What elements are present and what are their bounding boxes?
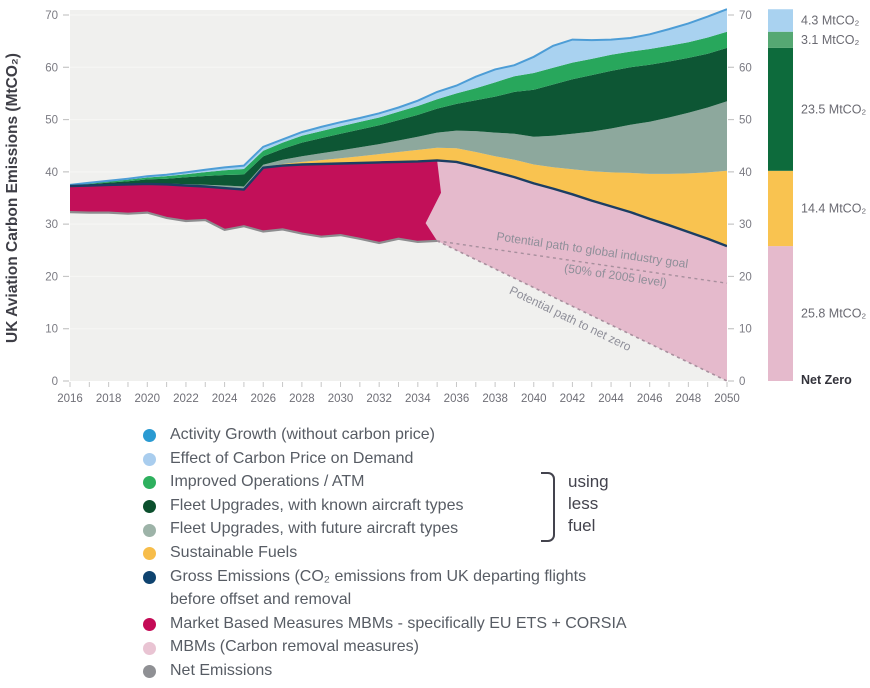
using-less-fuel-label: using less fuel xyxy=(568,471,609,537)
x-axis-year-label: 2024 xyxy=(212,393,238,405)
x-axis-year-label: 2040 xyxy=(521,393,547,405)
area-mbm-carbon-removal xyxy=(425,160,727,381)
summary-bar-segment-label: 23.5 MtCO₂ xyxy=(801,102,866,116)
summary-bar-segment xyxy=(768,47,793,171)
net-emissions-line xyxy=(70,211,438,245)
legend-dot-icon xyxy=(143,547,156,561)
legend: Activity Growth (without carbon price) Ef… xyxy=(143,423,627,683)
summary-bar-segment xyxy=(768,246,793,381)
summary-bar-segment-label: 25.8 MtCO₂ xyxy=(801,307,866,321)
area-fleet-upgrades-future xyxy=(70,101,727,190)
area-improved-operations xyxy=(70,31,727,186)
area-fleet-upgrades-known xyxy=(70,47,727,187)
summary-bar-segment-label: 3.1 MtCO₂ xyxy=(801,33,859,47)
x-axis-year-label: 2032 xyxy=(366,393,392,405)
x-axis-year-label: 2036 xyxy=(444,393,470,405)
legend-item-label: MBMs (Carbon removal measures) xyxy=(170,638,419,656)
area-carbon-price-effect xyxy=(70,9,727,186)
summary-bar-segment xyxy=(768,170,793,247)
x-axis-year-label: 2046 xyxy=(637,393,663,405)
legend-item-label: Improved Operations / ATM xyxy=(170,473,365,491)
y-axis-tick-label-right: 40 xyxy=(739,167,752,179)
legend-item-label-continued: before offset and removal xyxy=(170,591,352,609)
legend-item-label: Gross Emissions (CO₂ emissions from UK d… xyxy=(170,567,587,585)
x-axis-year-label: 2026 xyxy=(250,393,276,405)
x-axis-year-label: 2030 xyxy=(328,393,354,405)
x-axis-year-label: 2038 xyxy=(482,393,508,405)
legend-item: Improved Operations / ATM xyxy=(143,470,627,494)
legend-item-label: Fleet Upgrades, with known aircraft type… xyxy=(170,496,464,514)
legend-dot-icon xyxy=(143,500,156,514)
legend-item-label: Effect of Carbon Price on Demand xyxy=(170,449,414,467)
legend-item: Effect of Carbon Price on Demand xyxy=(143,447,627,471)
legend-dot-icon xyxy=(143,523,156,537)
x-axis-year-label: 2048 xyxy=(676,393,702,405)
bracket-word: using xyxy=(568,472,609,491)
summary-bar-segment xyxy=(768,31,793,48)
x-axis-year-label: 2050 xyxy=(714,393,740,405)
x-axis-year-label: 2042 xyxy=(560,393,586,405)
y-axis-tick-label-left: 50 xyxy=(45,115,58,127)
legend-item-label: Market Based Measures MBMs - specificall… xyxy=(170,614,627,632)
y-axis-tick-label-left: 60 xyxy=(45,62,58,74)
legend-dot-icon xyxy=(143,429,156,443)
legend-dot-icon xyxy=(143,641,156,655)
x-axis-year-label: 2018 xyxy=(96,393,122,405)
y-axis-tick-label-left: 0 xyxy=(52,376,58,388)
legend-dot-icon xyxy=(143,618,156,632)
legend-dot-icon xyxy=(143,570,156,584)
net-zero-label: Net Zero xyxy=(801,373,852,387)
summary-bar-segment-label: 14.4 MtCO₂ xyxy=(801,201,866,215)
y-axis-title: UK Aviation Carbon Emissions (MtCO₂) xyxy=(4,53,21,343)
legend-item-label: Sustainable Fuels xyxy=(170,543,298,561)
x-axis-year-label: 2044 xyxy=(598,393,624,405)
y-axis-tick-label-right: 60 xyxy=(739,62,752,74)
y-axis-tick-label-left: 70 xyxy=(45,10,58,22)
legend-item-label: Fleet Upgrades, with future aircraft typ… xyxy=(170,520,459,538)
x-axis-year-label: 2022 xyxy=(173,393,199,405)
legend-dot-icon xyxy=(143,452,156,466)
area-sustainable-fuels xyxy=(70,147,727,247)
legend-item: Market Based Measures MBMs - specificall… xyxy=(143,612,627,636)
y-axis-tick-label-left: 40 xyxy=(45,167,58,179)
y-axis-tick-label-right: 50 xyxy=(739,115,752,127)
area-mbm-euets-corsia xyxy=(70,160,447,243)
summary-bar-segment xyxy=(768,9,793,32)
x-axis-year-label: 2028 xyxy=(289,393,315,405)
y-axis-tick-label-right: 0 xyxy=(739,376,745,388)
legend-item: Gross Emissions (CO₂ emissions from UK d… xyxy=(143,565,627,589)
x-axis-year-label: 2020 xyxy=(134,393,160,405)
emissions-area-chart: Potential path to global industry goal(5… xyxy=(4,8,866,405)
legend-item-label: Activity Growth (without carbon price) xyxy=(170,426,435,443)
x-axis-year-label: 2034 xyxy=(405,393,431,405)
activity-growth-line xyxy=(70,8,727,186)
legend-item: Activity Growth (without carbon price) xyxy=(143,423,627,447)
legend-item: Net Emissions xyxy=(143,659,627,683)
y-axis-tick-label-left: 10 xyxy=(45,324,58,336)
y-axis-tick-label-right: 30 xyxy=(739,219,752,231)
legend-item: MBMs (Carbon removal measures) xyxy=(143,635,627,659)
legend-item: Fleet Upgrades, with known aircraft type… xyxy=(143,494,627,518)
bracket-word: fuel xyxy=(568,516,596,535)
gross-emissions-line xyxy=(70,159,727,248)
y-axis-tick-label-right: 70 xyxy=(739,10,752,22)
bracket-word: less xyxy=(568,494,599,513)
legend-dot-icon xyxy=(143,476,156,490)
legend-item: Sustainable Fuels xyxy=(143,541,627,565)
y-axis-tick-label-right: 10 xyxy=(739,324,752,336)
summary-bar-segment-label: 4.3 MtCO₂ xyxy=(801,13,859,27)
using-less-fuel-bracket xyxy=(541,472,555,542)
legend-item-label: Net Emissions xyxy=(170,661,273,679)
legend-dot-icon xyxy=(143,665,156,679)
y-axis-tick-label-right: 20 xyxy=(739,271,752,283)
legend-item: Fleet Upgrades, with future aircraft typ… xyxy=(143,517,627,541)
x-axis-year-label: 2016 xyxy=(57,393,83,405)
y-axis-tick-label-left: 30 xyxy=(45,219,58,231)
y-axis-tick-label-left: 20 xyxy=(45,271,58,283)
net-zero-path-line xyxy=(436,240,728,382)
